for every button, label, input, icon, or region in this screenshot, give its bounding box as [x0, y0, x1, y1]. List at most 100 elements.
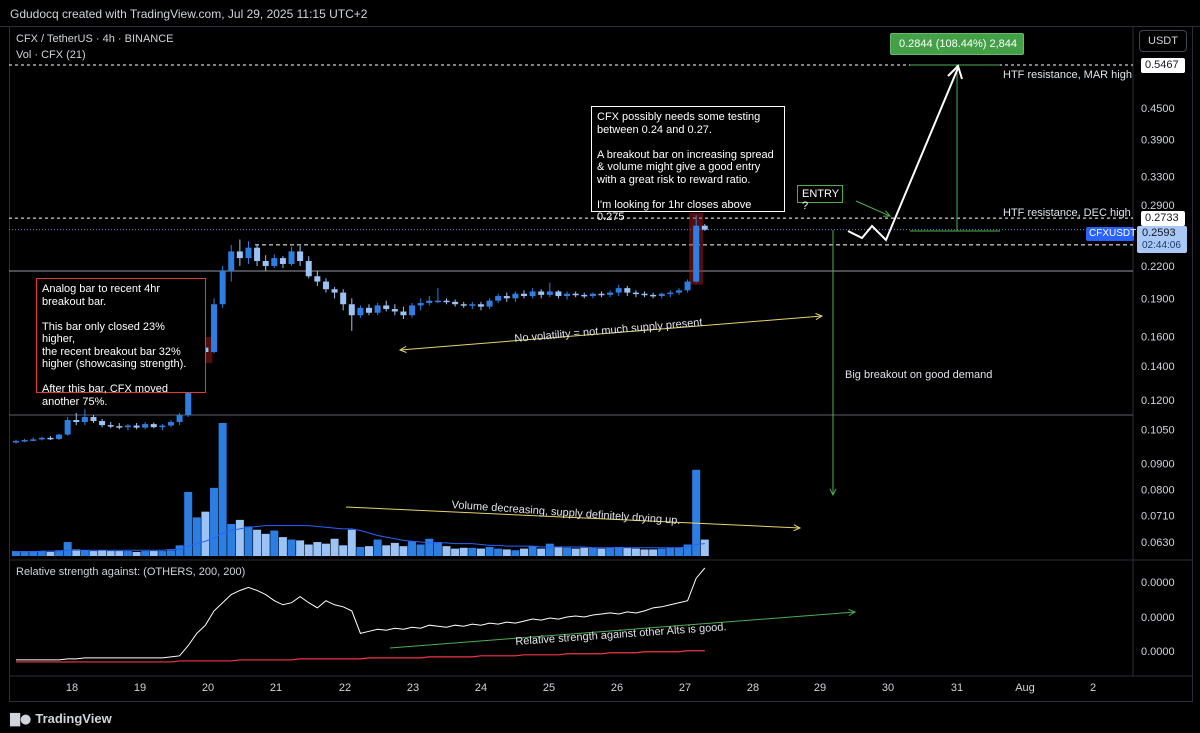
- candle: [452, 299, 459, 307]
- measure-label-text: 0.2844 (108.44%) 2,844: [899, 38, 1018, 50]
- volume-bar: [46, 551, 55, 556]
- candle-body: [589, 293, 596, 297]
- time-tick-label: 22: [339, 682, 351, 694]
- time-tick-label: 2: [1090, 682, 1096, 694]
- candle: [400, 306, 407, 320]
- volume-bar: [657, 548, 666, 556]
- price-tick-label: 0.2900: [1141, 200, 1175, 212]
- time-tick-label: 23: [407, 682, 419, 694]
- candle: [546, 282, 553, 298]
- volume-bar: [408, 541, 417, 556]
- candle-body: [701, 225, 708, 230]
- volume-bar: [20, 551, 29, 556]
- volume-bar: [304, 544, 313, 556]
- volume-legend[interactable]: Vol · CFX (21): [16, 49, 86, 61]
- candle: [564, 291, 571, 300]
- candle: [383, 300, 390, 312]
- rs-legend[interactable]: Relative strength against: (OTHERS, 200,…: [16, 566, 246, 578]
- time-tick-label: 28: [747, 682, 759, 694]
- trade-plan-note[interactable]: CFX possibly needs some testing between …: [591, 106, 785, 223]
- price-tick-label: 0.0710: [1141, 511, 1175, 523]
- candle-body: [658, 293, 665, 297]
- volume-bar: [511, 550, 520, 556]
- big-breakout-label: Big breakout on good demand: [845, 369, 993, 381]
- volume-bar: [373, 539, 382, 556]
- candle: [279, 256, 286, 268]
- candle: [366, 304, 373, 316]
- volume-bar: [313, 542, 322, 556]
- candle-body: [236, 251, 243, 259]
- volume-bar: [235, 519, 244, 556]
- volume-bar: [175, 545, 184, 556]
- time-tick-label: 18: [66, 682, 78, 694]
- candle: [624, 285, 631, 297]
- volume-bar: [631, 548, 640, 556]
- candle: [81, 409, 88, 426]
- volume-bar: [519, 548, 528, 556]
- candle: [477, 301, 484, 311]
- candle: [572, 291, 579, 298]
- candle-body: [159, 425, 166, 428]
- candle: [21, 438, 28, 443]
- rs-trend-arrow: [389, 611, 856, 649]
- analog-bar-note[interactable]: Analog bar to recent 4hr breakout bar. T…: [36, 278, 206, 408]
- volume-bar: [494, 548, 503, 556]
- volume-bar: [72, 549, 81, 556]
- candle: [675, 288, 682, 295]
- candle: [460, 301, 467, 308]
- candle-body: [460, 304, 467, 306]
- volume-bar: [347, 529, 356, 556]
- candle: [219, 265, 226, 308]
- candle: [426, 296, 433, 306]
- no-volatility-arrow-head: [398, 346, 407, 353]
- volume-bar: [244, 526, 253, 556]
- candle-body: [409, 305, 416, 316]
- rs-tick-label: 0.0000: [1141, 646, 1175, 658]
- volume-bar: [614, 546, 623, 556]
- currency-button[interactable]: USDT: [1139, 30, 1187, 52]
- candle-body: [615, 288, 622, 293]
- volume-bar: [132, 551, 141, 556]
- time-tick-label: 19: [134, 682, 146, 694]
- candle: [322, 278, 329, 293]
- candle-body: [150, 424, 157, 428]
- chart-frame[interactable]: [9, 26, 1193, 702]
- candle-body: [486, 300, 493, 307]
- price-tick-label: 0.1600: [1141, 331, 1175, 343]
- candle: [701, 224, 708, 231]
- candle-body: [167, 422, 174, 426]
- price-tick-label: 0.3900: [1141, 135, 1175, 147]
- candle-body: [262, 261, 269, 266]
- symbol-legend[interactable]: CFX / TetherUS · 4h · BINANCE: [16, 33, 174, 45]
- candle: [486, 298, 493, 310]
- tradingview-logo[interactable]: ▇● TradingView: [10, 711, 112, 727]
- candle: [555, 290, 562, 299]
- volume-bar: [700, 539, 709, 556]
- volume-bar: [330, 538, 339, 556]
- volume-bar: [606, 547, 615, 556]
- dec-high-badge: 0.2733: [1141, 211, 1185, 226]
- candle: [73, 413, 80, 426]
- candle: [417, 298, 424, 311]
- currency-label: USDT: [1148, 35, 1178, 47]
- volume-bar: [270, 530, 279, 556]
- projected-path: [847, 67, 959, 242]
- candle-body: [133, 425, 140, 428]
- entry-arrow-head: [882, 210, 892, 217]
- candle-body: [357, 307, 364, 316]
- candle: [348, 298, 355, 331]
- candle-body: [667, 292, 674, 295]
- volume-bar: [399, 546, 408, 556]
- volume-bar: [485, 546, 494, 556]
- candle-body: [38, 437, 45, 440]
- volume-bar: [459, 547, 468, 556]
- volume-bar: [115, 551, 124, 556]
- candle: [288, 246, 295, 266]
- candle-body: [73, 420, 80, 423]
- candle-body: [21, 440, 28, 442]
- candle: [693, 215, 700, 283]
- candle: [357, 305, 364, 318]
- volume-bar: [382, 545, 391, 556]
- candle: [340, 289, 347, 311]
